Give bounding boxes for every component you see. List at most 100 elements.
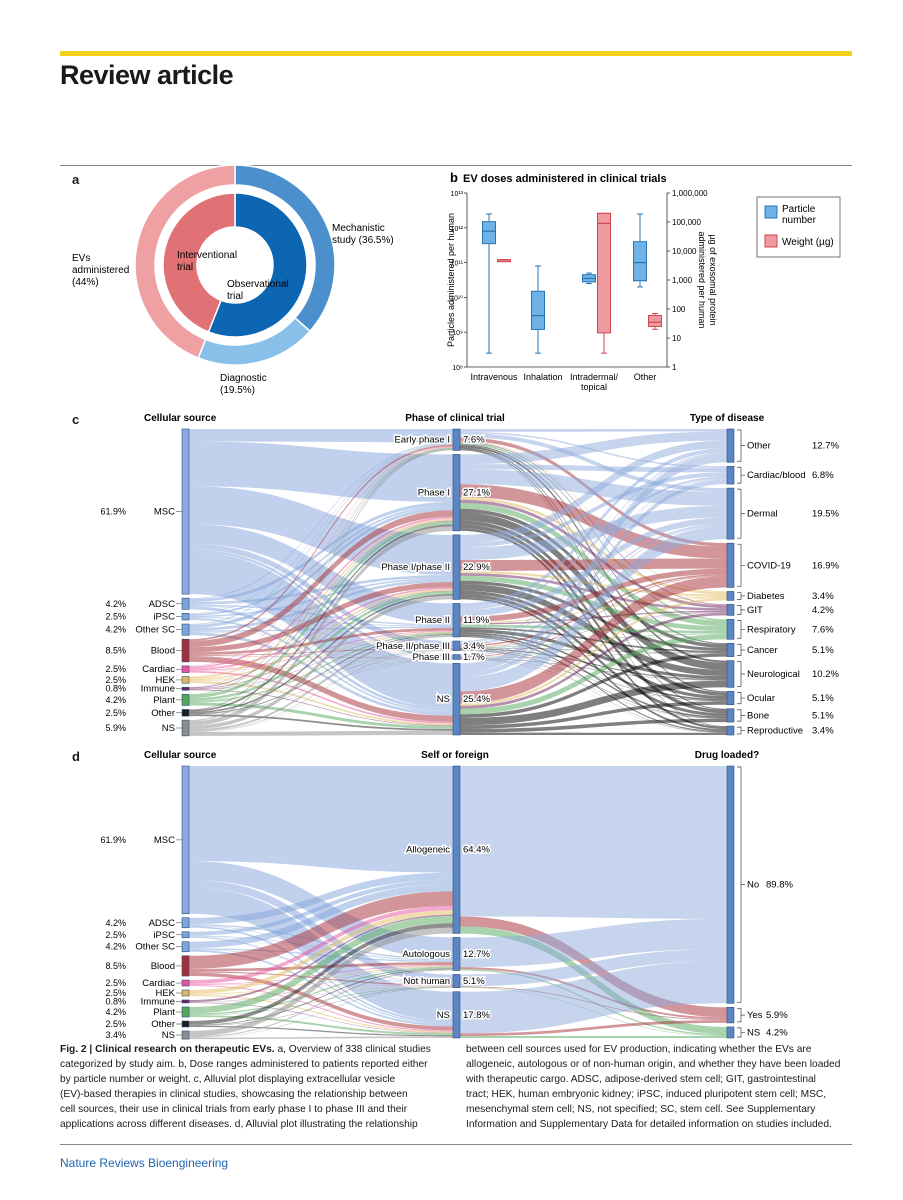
- alluvial-flow: [189, 521, 453, 699]
- alluvial-flow: [460, 650, 727, 733]
- figure-caption-right: between cell sources used for EV product…: [466, 1042, 852, 1132]
- panel-c-letter: c: [72, 412, 80, 427]
- alluvial-flow: [189, 730, 453, 736]
- alluvial-flow: [189, 916, 453, 1014]
- caption-line: mesenchymal stem cell; NS, not specified…: [466, 1104, 816, 1115]
- alluvial-flow: [189, 447, 453, 696]
- alluvial-flow: [189, 441, 453, 502]
- alluvial-flow: [460, 524, 727, 714]
- caption-line: between cell sources used for EV product…: [466, 1044, 812, 1055]
- alluvial-flow: [460, 633, 727, 658]
- y2-tick-label: 100,000: [672, 218, 701, 227]
- alluvial-flow: [189, 443, 453, 614]
- alluvial-flow: [189, 659, 453, 732]
- alluvial-flow: [460, 658, 727, 719]
- alluvial-node: [452, 534, 461, 600]
- alluvial-flow: [189, 630, 453, 671]
- target-pct: 3.4%: [812, 726, 834, 737]
- alluvial-node: [181, 1030, 190, 1040]
- alluvial-node: [181, 638, 190, 663]
- target-pct: 12.7%: [812, 441, 839, 452]
- alluvial-flow: [460, 961, 727, 1034]
- alluvial-flow: [460, 448, 727, 608]
- alluvial-flow: [189, 579, 453, 631]
- bracket: [737, 1007, 745, 1023]
- alluvial-flow: [460, 659, 727, 733]
- middle-pct: 25.4%: [463, 694, 490, 705]
- alluvial-node: [181, 709, 190, 717]
- alluvial-node: [181, 999, 190, 1004]
- alluvial-flow: [189, 549, 453, 658]
- label-evs-line2: administered: [72, 265, 129, 276]
- alluvial-flow: [189, 635, 453, 732]
- alluvial-flow: [460, 469, 727, 506]
- column-header: Self or foreign: [421, 750, 489, 761]
- alluvial-flow: [460, 680, 727, 726]
- source-label: iPSC: [153, 612, 175, 623]
- alluvial-flow: [460, 433, 727, 492]
- source-label: Other SC: [135, 942, 175, 953]
- donut-slice-observational-trial: [207, 192, 308, 338]
- alluvial-flow: [189, 631, 453, 682]
- bracket: [737, 692, 745, 705]
- target-label: COVID-19: [747, 560, 791, 571]
- alluvial-flow: [189, 448, 453, 710]
- alluvial-node: [181, 676, 190, 684]
- source-label: HEK: [155, 988, 175, 999]
- bracket: [737, 766, 745, 1003]
- alluvial-flow: [460, 598, 727, 706]
- target-label: No: [747, 880, 759, 891]
- target-label: Other: [747, 441, 771, 452]
- legend-label: Particle: [782, 204, 816, 215]
- alluvial-node: [452, 654, 461, 660]
- source-label: HEK: [155, 675, 175, 686]
- alluvial-flow: [189, 714, 453, 731]
- alluvial-flow: [460, 440, 727, 544]
- middle-label: Not human: [404, 976, 450, 987]
- middle-label: Phase III: [413, 652, 451, 663]
- alluvial-node: [726, 660, 735, 688]
- alluvial-node: [726, 642, 735, 657]
- alluvial-flow: [460, 523, 727, 645]
- alluvial-flow: [460, 479, 727, 656]
- alluvial-flow: [189, 505, 453, 616]
- y-tick-label: 10¹³: [451, 191, 464, 198]
- alluvial-flow: [189, 577, 453, 618]
- bracket: [737, 643, 745, 656]
- target-pct: 4.2%: [766, 1027, 788, 1038]
- alluvial-flow: [189, 650, 453, 732]
- target-label: GIT: [747, 605, 763, 616]
- y-tick-label: 10¹⁰: [450, 294, 463, 302]
- alluvial-flow: [460, 612, 727, 648]
- alluvial-node: [726, 725, 735, 736]
- y2-tick-label: 1: [672, 363, 677, 372]
- alluvial-flow: [189, 656, 453, 722]
- source-pct: 8.5%: [105, 646, 126, 656]
- alluvial-flow: [460, 658, 727, 681]
- alluvial-flow: [189, 658, 453, 703]
- source-pct: 2.5%: [105, 978, 126, 988]
- panel-b-letter: b: [450, 170, 458, 185]
- alluvial-node: [452, 428, 461, 451]
- alluvial-flow: [189, 486, 453, 575]
- alluvial-flow: [189, 766, 453, 873]
- alluvial-flow: [189, 634, 453, 715]
- caption-line: by particle number or weight. c, Alluvia…: [60, 1074, 396, 1085]
- alluvial-flow: [189, 689, 453, 726]
- alluvial-flow: [460, 629, 727, 680]
- middle-pct: 12.7%: [463, 949, 490, 960]
- alluvial-node: [452, 454, 461, 532]
- middle-label: NS: [437, 694, 450, 705]
- y2-tick-label: 10,000: [672, 247, 697, 256]
- alluvial-flow: [189, 593, 453, 714]
- alluvial-flow: [189, 984, 453, 1032]
- alluvial-flow: [189, 589, 453, 681]
- bracket: [737, 620, 745, 639]
- y-tick-label: 10¹¹: [451, 261, 464, 268]
- alluvial-node: [181, 665, 190, 673]
- alluvial-flow: [460, 576, 727, 704]
- caption-line: (EV)-based therapies in clinical studies…: [60, 1089, 408, 1100]
- y-axis-label: Particles administered per human: [446, 213, 456, 347]
- label-mechanistic-line1: Mechanistic: [332, 223, 385, 234]
- alluvial-flow: [460, 948, 727, 987]
